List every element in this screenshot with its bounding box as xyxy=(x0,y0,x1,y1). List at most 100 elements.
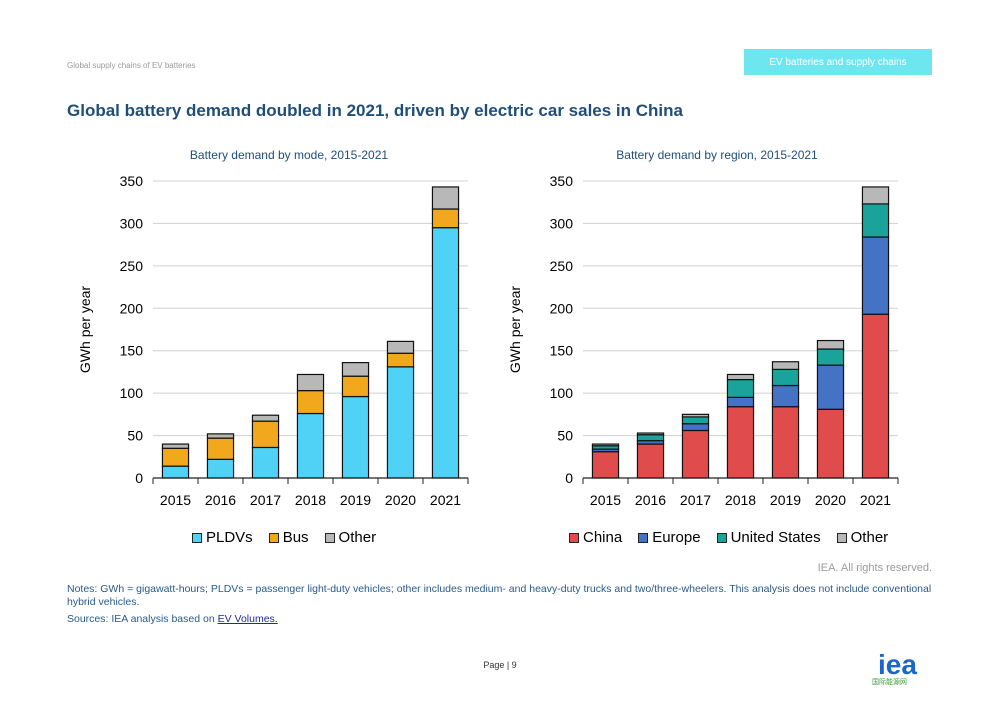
bar-other-2018 xyxy=(726,373,755,381)
bar-united-states-2017 xyxy=(681,416,710,425)
bar-other-2016 xyxy=(636,432,665,436)
bar-europe-2020 xyxy=(816,364,845,410)
chart-title-region: Battery demand by region, 2015-2021 xyxy=(616,148,818,162)
bar-other-2017 xyxy=(681,413,710,418)
chart-mode: 0 50 100 150 200 250 300 350 GWh per year 2015 201… xyxy=(77,173,469,508)
bar-pldvs-2018 xyxy=(296,412,325,479)
bar-other-2015 xyxy=(161,443,190,449)
x-tick-label: 2021 xyxy=(430,492,461,508)
sources-prefix: Sources: IEA analysis based on xyxy=(67,613,218,625)
legend-item-united-states: United States xyxy=(716,529,821,546)
y-tick-label: 200 xyxy=(120,300,144,316)
bar-pldvs-2021 xyxy=(431,227,460,479)
y-tick-label: 100 xyxy=(120,385,144,401)
legend-item-pldvs: PLDVs xyxy=(192,529,253,546)
legend-swatch xyxy=(192,532,202,543)
chart-region: 0 50 100 150 200 250 300 350 GWh per year 2015 201… xyxy=(507,173,899,508)
chart-title-mode: Battery demand by mode, 2015-2021 xyxy=(189,148,389,162)
sources-text: Sources: IEA analysis based on EV Volume… xyxy=(67,613,278,625)
bar-bus-2017 xyxy=(251,420,280,449)
bar-bus-2019 xyxy=(341,375,370,398)
bar-pldvs-2015 xyxy=(161,465,190,479)
iea-logo-text: iea xyxy=(878,650,917,680)
bar-united-states-2020 xyxy=(816,348,845,366)
x-tick-label: 2018 xyxy=(725,492,756,508)
legend-swatch xyxy=(324,532,335,543)
bar-other-2019 xyxy=(771,361,800,370)
legend-mode: PLDVs Bus Other xyxy=(192,529,376,546)
x-tick-label: 2016 xyxy=(205,492,236,508)
iea-logo: iea xyxy=(878,650,917,680)
bar-other-2016 xyxy=(206,433,235,439)
legend-item-bus: Bus xyxy=(268,529,309,546)
bar-china-2016 xyxy=(636,443,665,479)
bar-bus-2020 xyxy=(386,352,415,368)
bar-united-states-2021 xyxy=(861,203,890,238)
y-tick-label: 350 xyxy=(120,173,144,189)
watermark-text: 国际能源网 xyxy=(872,679,907,686)
bar-bus-2015 xyxy=(161,447,190,467)
header-section-title: Global supply chains of EV batteries xyxy=(67,61,196,70)
bar-china-2017 xyxy=(681,429,710,479)
credit-text: IEA. All rights reserved. xyxy=(817,562,932,574)
x-tick-label: 2019 xyxy=(770,492,801,508)
legend-label: Other xyxy=(850,529,889,546)
bar-europe-2018 xyxy=(726,396,755,408)
bar-bus-2016 xyxy=(206,437,235,460)
y-tick-label: 100 xyxy=(550,385,574,401)
x-tick-label: 2016 xyxy=(635,492,666,508)
x-tick-label: 2020 xyxy=(815,492,846,508)
legend-swatch xyxy=(638,532,649,543)
bar-other-2015 xyxy=(591,443,620,447)
page-title: Global battery demand doubled in 2021, d… xyxy=(67,101,683,120)
bar-other-2020 xyxy=(386,340,415,354)
y-tick-label: 50 xyxy=(127,428,143,444)
legend-label: PLDVs xyxy=(206,529,253,546)
bar-other-2018 xyxy=(296,373,325,392)
y-tick-label: 300 xyxy=(550,215,574,231)
bar-other-2021 xyxy=(431,186,460,210)
legend-swatch xyxy=(836,532,847,543)
bar-pldvs-2016 xyxy=(206,458,235,479)
sources-link[interactable]: EV Volumes. xyxy=(217,613,278,625)
bar-china-2020 xyxy=(816,408,845,479)
y-tick-label: 0 xyxy=(565,470,573,486)
bar-other-2019 xyxy=(341,361,370,377)
bar-europe-2017 xyxy=(681,423,710,432)
bar-europe-2021 xyxy=(861,236,890,315)
bar-pldvs-2019 xyxy=(341,395,370,479)
header-tab[interactable]: EV batteries and supply chains xyxy=(744,49,932,75)
legend-swatch xyxy=(569,532,579,543)
legend-region: China Europe United States Other xyxy=(569,529,888,546)
y-tick-label: 50 xyxy=(557,428,573,444)
bar-united-states-2018 xyxy=(726,378,755,398)
y-tick-label: 150 xyxy=(550,343,574,359)
bar-china-2019 xyxy=(771,406,800,479)
bar-china-2021 xyxy=(861,313,890,479)
legend-item-europe: Europe xyxy=(638,529,701,546)
bar-pldvs-2020 xyxy=(386,366,415,479)
legend-swatch xyxy=(268,532,279,543)
bar-bus-2021 xyxy=(431,208,460,229)
legend-item-other: Other xyxy=(836,529,889,546)
bar-other-2021 xyxy=(861,186,890,205)
y-tick-label: 200 xyxy=(550,300,574,316)
legend-label: Europe xyxy=(652,529,701,546)
x-tick-label: 2015 xyxy=(590,492,621,508)
y-tick-label: 300 xyxy=(120,215,144,231)
notes-text: Notes: GWh = gigawatt-hours; PLDVs = pas… xyxy=(67,583,932,608)
legend-label: China xyxy=(583,529,623,546)
x-tick-label: 2020 xyxy=(385,492,416,508)
header-tab-label: EV batteries and supply chains xyxy=(769,56,907,68)
x-tick-label: 2018 xyxy=(295,492,326,508)
page-number: Page | 9 xyxy=(483,660,517,670)
x-tick-label: 2021 xyxy=(860,492,891,508)
y-tick-label: 150 xyxy=(120,343,144,359)
legend-item-other: Other xyxy=(324,529,376,546)
bar-china-2018 xyxy=(726,406,755,479)
y-tick-label: 250 xyxy=(120,258,144,274)
bar-united-states-2019 xyxy=(771,368,800,387)
bar-china-2015 xyxy=(591,451,620,479)
y-tick-label: 350 xyxy=(550,173,574,189)
bar-other-2020 xyxy=(816,339,845,350)
